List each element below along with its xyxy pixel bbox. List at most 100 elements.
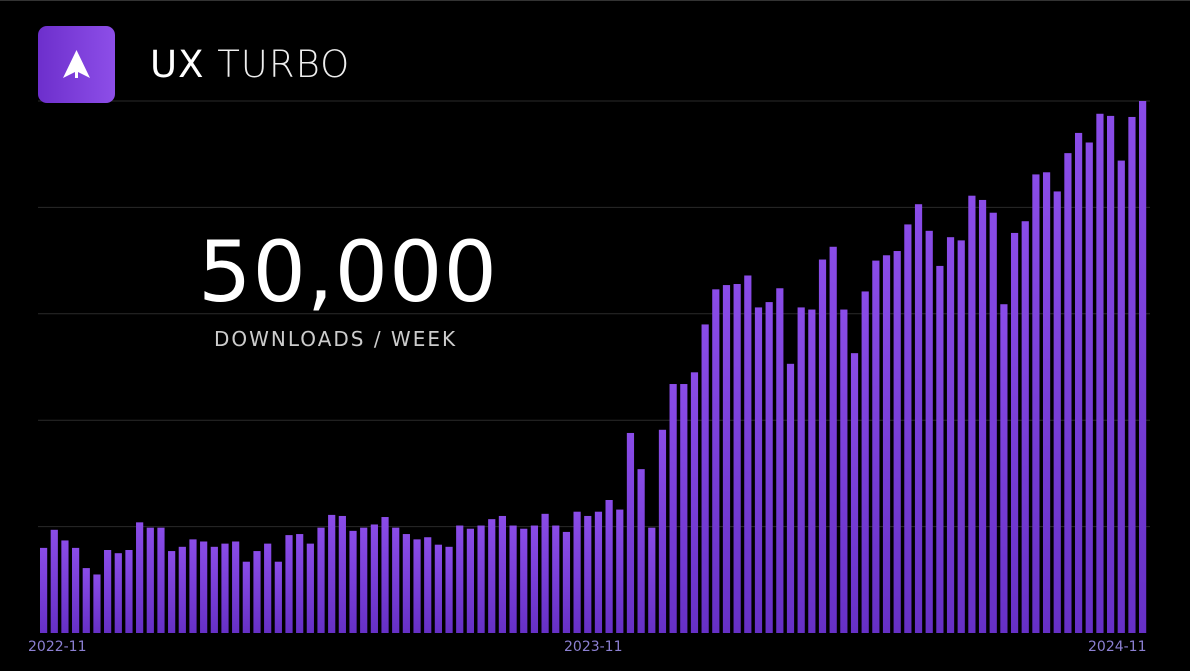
bar	[722, 285, 731, 633]
brand-title: UX TURBO	[150, 43, 350, 86]
bar	[82, 568, 90, 633]
bar	[104, 550, 112, 633]
bar	[317, 527, 325, 633]
bar	[168, 551, 176, 633]
bar	[1010, 232, 1019, 633]
bar	[338, 515, 346, 633]
bar	[552, 525, 560, 633]
bar	[136, 522, 144, 633]
bar	[1128, 116, 1136, 633]
bar	[680, 384, 688, 633]
bar	[669, 384, 677, 633]
bar	[157, 527, 165, 633]
bar	[93, 574, 101, 633]
bar	[1053, 191, 1061, 633]
x-tick-label: 2024-11	[1088, 639, 1147, 655]
bar	[1074, 132, 1083, 634]
headline-caption: DOWNLOADS / WEEK	[214, 327, 458, 351]
bar	[1096, 113, 1104, 633]
bar	[509, 525, 517, 633]
bar	[498, 515, 507, 633]
bar	[914, 204, 923, 633]
bar	[530, 525, 539, 633]
bar	[445, 546, 453, 633]
bar	[626, 432, 635, 633]
bar	[904, 224, 912, 633]
bar	[808, 309, 816, 633]
bar	[488, 519, 496, 633]
bar	[146, 527, 154, 633]
bar	[861, 291, 869, 633]
bar	[370, 524, 378, 633]
bar	[744, 275, 752, 633]
bar	[61, 540, 69, 633]
bar	[221, 543, 229, 633]
bar	[1117, 160, 1125, 634]
bar	[541, 513, 549, 633]
bar	[392, 527, 400, 633]
bar	[210, 546, 218, 633]
bar	[648, 527, 656, 633]
bar	[1032, 174, 1040, 633]
bar	[40, 547, 48, 633]
bar	[456, 525, 464, 633]
bar	[285, 535, 293, 633]
bar	[200, 541, 208, 633]
bar	[253, 551, 261, 633]
bar	[978, 199, 987, 633]
headline-value: 50,000	[198, 223, 498, 321]
bar	[957, 240, 965, 633]
bar	[1042, 172, 1051, 633]
bar	[893, 251, 901, 634]
bar	[616, 509, 624, 633]
bar	[178, 546, 186, 633]
bar	[1085, 142, 1093, 633]
bar	[189, 539, 197, 633]
bar	[50, 529, 58, 633]
bar	[690, 372, 699, 633]
bar	[797, 307, 805, 633]
bar	[573, 511, 581, 633]
bar	[477, 525, 485, 633]
bar	[1000, 304, 1008, 633]
bar	[274, 561, 282, 633]
bar	[1107, 115, 1115, 633]
bar	[605, 500, 613, 633]
bar	[242, 561, 250, 633]
bar	[72, 547, 80, 633]
bar	[829, 246, 837, 633]
bar	[658, 429, 667, 633]
bar	[776, 288, 784, 633]
bar	[733, 284, 741, 633]
bar	[349, 530, 357, 633]
bar	[936, 265, 944, 633]
bar	[882, 255, 891, 633]
bar	[925, 230, 933, 634]
brand-light: TURBO	[217, 43, 351, 86]
arrow-up-icon	[63, 50, 90, 78]
bar	[1139, 101, 1147, 633]
brand-bold: UX	[150, 43, 205, 86]
bar	[701, 324, 709, 633]
bar	[840, 309, 848, 633]
bar	[850, 353, 859, 633]
bar	[562, 531, 571, 633]
bar	[328, 514, 336, 633]
bar	[125, 550, 133, 633]
bar	[296, 534, 304, 633]
bar	[989, 212, 997, 633]
x-tick-label: 2023-11	[564, 639, 623, 655]
bar	[466, 528, 474, 633]
bar	[946, 237, 955, 633]
bar	[114, 553, 122, 633]
bar	[424, 537, 432, 633]
bar	[434, 544, 442, 633]
bar	[264, 543, 272, 633]
bar	[520, 528, 528, 633]
bar	[1064, 153, 1072, 634]
bar	[381, 517, 389, 633]
bar	[306, 543, 314, 633]
bar	[968, 195, 976, 634]
bar	[754, 307, 763, 633]
